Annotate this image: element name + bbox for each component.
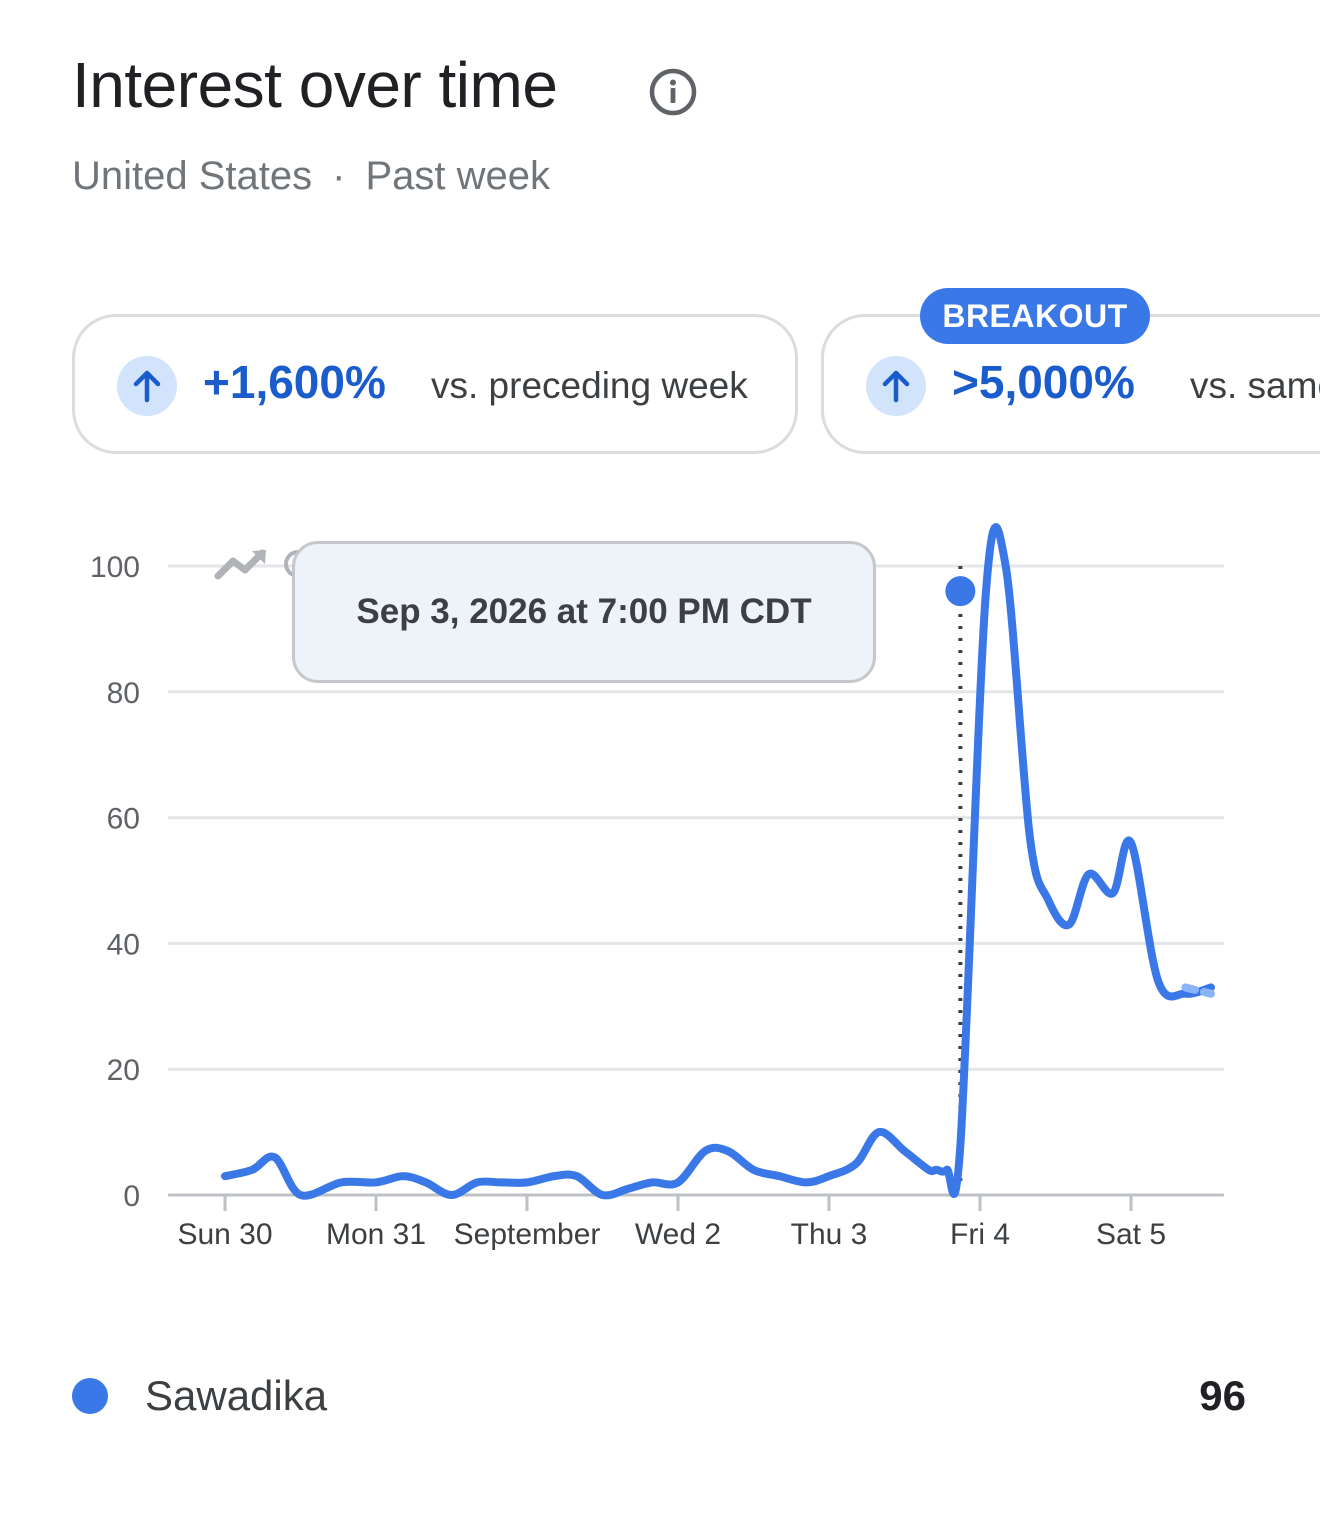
highlight-point xyxy=(945,576,976,607)
y-tick-label: 40 xyxy=(107,928,140,961)
x-axis: Sun 30 Mon 31 September Wed 2 Thu 3 Fri 4 Sat … xyxy=(168,1193,1224,1251)
tooltip: Sep 3, 2026 at 7:00 PM CDT xyxy=(292,541,876,683)
arrow-up-icon xyxy=(866,356,926,416)
legend-series-value: 96 xyxy=(1199,1372,1246,1419)
period-label[interactable]: Past week xyxy=(365,154,550,198)
trend-icon[interactable] xyxy=(214,549,266,580)
info-icon[interactable] xyxy=(648,67,698,117)
breakout-badge: BREAKOUT xyxy=(920,288,1150,344)
change-percent: +1,600% xyxy=(203,356,386,408)
change-comparison: vs. preceding week xyxy=(431,365,748,406)
y-tick-label: 80 xyxy=(107,677,140,710)
change-comparison: vs. same xyxy=(1190,365,1320,406)
x-tick-label: Sat 5 xyxy=(1096,1218,1166,1251)
arrow-up-icon xyxy=(117,356,177,416)
x-tick-label: Mon 31 xyxy=(326,1218,426,1251)
y-axis-ticks: 0 20 40 60 80 100 xyxy=(90,551,140,1213)
interest-line-chart[interactable]: 0 20 40 60 80 100 Sun 30 Mon 31 September Wed 2 T… xyxy=(0,500,1320,1280)
x-tick-label: September xyxy=(454,1218,601,1251)
series-lines xyxy=(221,523,1215,1200)
change-percent: >5,000% xyxy=(952,356,1135,408)
change-card-preceding-week[interactable]: +1,600% vs. preceding week xyxy=(72,314,798,454)
legend-marker xyxy=(72,1378,108,1414)
highlight-points xyxy=(945,576,976,607)
x-tick-label: Thu 3 xyxy=(791,1218,868,1251)
page-title: Interest over time xyxy=(72,49,558,121)
x-tick-label: Sun 30 xyxy=(177,1218,272,1251)
subtitle: United States · Past week xyxy=(72,154,550,199)
series-partial-line xyxy=(1181,983,1215,998)
y-tick-label: 60 xyxy=(107,803,140,836)
separator: · xyxy=(332,154,346,198)
series-line xyxy=(221,523,1215,1200)
x-tick-label: Wed 2 xyxy=(635,1218,721,1251)
x-tick-label: Fri 4 xyxy=(950,1218,1010,1251)
y-tick-label: 20 xyxy=(107,1054,140,1087)
y-tick-label: 0 xyxy=(123,1180,140,1213)
region-label[interactable]: United States xyxy=(72,154,313,198)
legend-series-name[interactable]: Sawadika xyxy=(145,1372,328,1419)
y-tick-label: 100 xyxy=(90,551,140,584)
